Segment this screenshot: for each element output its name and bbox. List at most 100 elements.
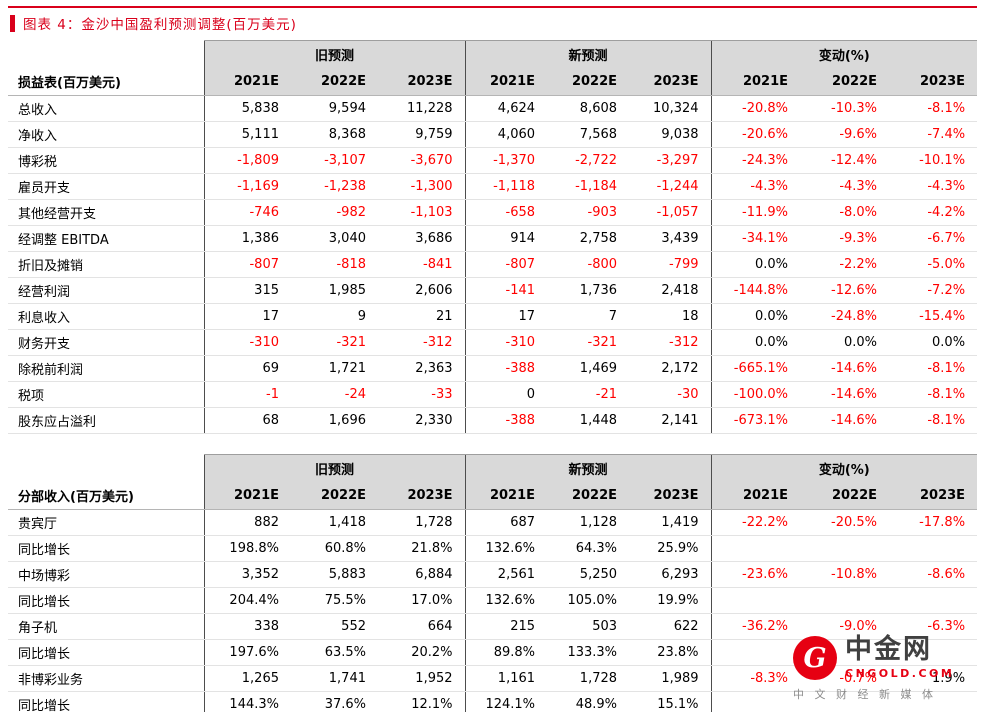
value-cell: 133.3% — [547, 639, 630, 666]
value-cell — [889, 587, 978, 614]
value-cell: 17 — [203, 303, 291, 330]
value-cell: -20.6% — [710, 121, 801, 148]
value-cell: -1,809 — [203, 147, 291, 174]
value-cell: -1,238 — [291, 173, 378, 200]
value-cell: 2,141 — [629, 407, 712, 434]
year-header: 2021E — [203, 482, 291, 510]
value-cell: 5,883 — [291, 561, 378, 588]
value-cell — [889, 639, 978, 666]
value-cell: 0 — [464, 381, 548, 408]
table-row: 角子机 338 552 664 215 503 622 -36.2% -9.0% -6.3% — [8, 613, 978, 640]
value-cell: 1,741 — [291, 665, 378, 692]
year-header: 2023E — [629, 482, 712, 510]
value-cell: -100.0% — [710, 381, 801, 408]
value-cell: 4,624 — [464, 95, 548, 122]
value-cell: -312 — [378, 329, 466, 356]
year-header: 2022E — [291, 482, 378, 510]
value-cell: -7.2% — [889, 277, 978, 304]
row-label: 雇员开支 — [8, 173, 204, 200]
value-cell: -4.2% — [889, 199, 978, 226]
row-label: 中场博彩 — [8, 561, 204, 588]
value-cell: -24.8% — [800, 303, 890, 330]
value-cell: 18 — [629, 303, 712, 330]
value-cell: -20.8% — [710, 95, 801, 122]
value-cell: 215 — [464, 613, 548, 640]
value-cell — [800, 587, 890, 614]
table-row: 财务开支 -310 -321 -312 -310 -321 -312 0.0% 0.0% 0.0% — [8, 329, 978, 356]
cngold-logo-name: 中金网 — [845, 634, 932, 666]
value-cell: 2,561 — [464, 561, 548, 588]
value-cell: 7,568 — [547, 121, 630, 148]
value-cell: 21 — [378, 303, 466, 330]
value-cell: 5,250 — [547, 561, 630, 588]
value-cell: -8.1% — [889, 407, 978, 434]
value-cell: -903 — [547, 199, 630, 226]
value-cell: 315 — [203, 277, 291, 304]
segment-revenue-table: 旧预测 新预测 变动(%) 分部收入(百万美元) 2021E 2022E 2023E 2021… — [8, 454, 978, 712]
value-cell: -3,107 — [291, 147, 378, 174]
value-cell: 0.0% — [710, 251, 801, 278]
value-cell: -1,184 — [547, 173, 630, 200]
value-cell: 1.9% — [889, 665, 978, 692]
table-row: 净收入 5,111 8,368 9,759 4,060 7,568 9,038 -20.6% -… — [8, 121, 978, 148]
value-cell — [889, 535, 978, 562]
value-cell: -7.4% — [889, 121, 978, 148]
value-cell: -800 — [547, 251, 630, 278]
value-cell: 1,736 — [547, 277, 630, 304]
value-cell: 2,363 — [378, 355, 466, 382]
value-cell: -3,670 — [378, 147, 466, 174]
value-cell: 1,386 — [203, 225, 291, 252]
value-cell: -807 — [203, 251, 291, 278]
value-cell: 10,324 — [629, 95, 712, 122]
value-cell: 17.0% — [378, 587, 466, 614]
value-cell: -8.1% — [889, 355, 978, 382]
value-cell: 124.1% — [464, 691, 548, 712]
row-label: 股东应占溢利 — [8, 407, 204, 434]
value-cell: -144.8% — [710, 277, 801, 304]
value-cell: -6.3% — [889, 613, 978, 640]
value-cell: 2,418 — [629, 277, 712, 304]
table-row: 其他经营开支 -746 -982 -1,103 -658 -903 -1,057 -11.9%… — [8, 199, 978, 226]
value-cell — [710, 587, 801, 614]
value-cell: 1,161 — [464, 665, 548, 692]
value-cell: -5.0% — [889, 251, 978, 278]
row-label: 利息收入 — [8, 303, 204, 330]
year-header: 2023E — [889, 482, 978, 510]
table-row: 股东应占溢利 68 1,696 2,330 -388 1,448 2,141 -673.1% -… — [8, 407, 978, 434]
value-cell: -14.6% — [800, 381, 890, 408]
value-cell: -14.6% — [800, 355, 890, 382]
value-cell: -8.1% — [889, 95, 978, 122]
value-cell: 48.9% — [547, 691, 630, 712]
cngold-logo-text: 中金网 CNGOLD.COM — [845, 634, 954, 679]
value-cell: -141 — [464, 277, 548, 304]
value-cell: 75.5% — [291, 587, 378, 614]
value-cell — [800, 535, 890, 562]
value-cell: 198.8% — [203, 535, 291, 562]
row-label: 同比增长 — [8, 587, 204, 614]
row-label: 总收入 — [8, 95, 204, 122]
value-cell: 132.6% — [464, 587, 548, 614]
value-cell: 15.1% — [629, 691, 712, 712]
value-cell: 622 — [629, 613, 712, 640]
value-cell: -6.7% — [889, 225, 978, 252]
value-cell: 20.2% — [378, 639, 466, 666]
value-cell: 2,330 — [378, 407, 466, 434]
value-cell: 0.0% — [710, 329, 801, 356]
value-cell: 105.0% — [547, 587, 630, 614]
value-cell: -12.6% — [800, 277, 890, 304]
value-cell: 1,419 — [629, 509, 712, 536]
value-cell: 1,418 — [291, 509, 378, 536]
value-cell: 338 — [203, 613, 291, 640]
value-cell: 503 — [547, 613, 630, 640]
column-group-header: 新预测 — [464, 40, 712, 68]
cngold-logo-row: G 中金网 CNGOLD.COM — [793, 634, 969, 680]
value-cell: 0.0% — [800, 329, 890, 356]
value-cell: 6,293 — [629, 561, 712, 588]
value-cell: -15.4% — [889, 303, 978, 330]
value-cell: 1,469 — [547, 355, 630, 382]
value-cell: -10.3% — [800, 95, 890, 122]
value-cell: 64.3% — [547, 535, 630, 562]
row-label: 角子机 — [8, 613, 204, 640]
value-cell: 63.5% — [291, 639, 378, 666]
